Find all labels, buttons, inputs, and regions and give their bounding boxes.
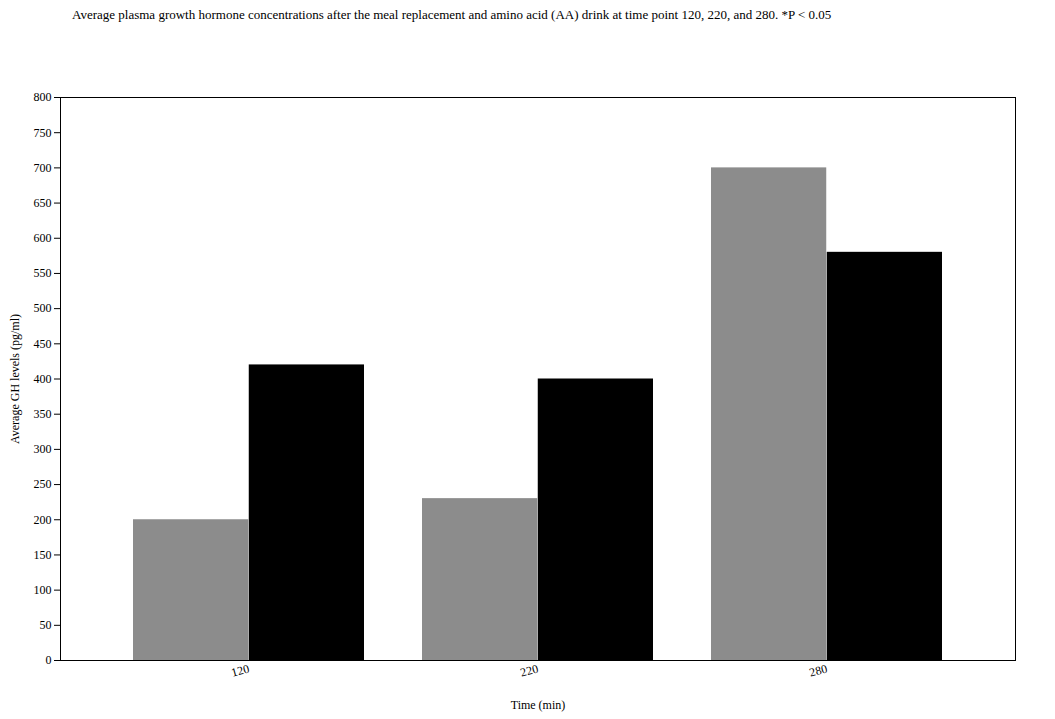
- svg-text:Time (min): Time (min): [511, 698, 566, 712]
- svg-text:280: 280: [808, 662, 829, 680]
- svg-text:Average GH levels (pg/ml): Average GH levels (pg/ml): [8, 314, 22, 444]
- svg-text:350: 350: [34, 407, 52, 421]
- svg-text:800: 800: [34, 90, 52, 104]
- svg-text:700: 700: [34, 161, 52, 175]
- svg-text:200: 200: [34, 513, 52, 527]
- svg-text:120: 120: [230, 662, 251, 680]
- svg-text:150: 150: [34, 548, 52, 562]
- svg-text:450: 450: [34, 337, 52, 351]
- svg-text:220: 220: [519, 662, 540, 680]
- svg-text:550: 550: [34, 266, 52, 280]
- svg-text:400: 400: [34, 372, 52, 386]
- svg-text:100: 100: [34, 583, 52, 597]
- svg-text:500: 500: [34, 301, 52, 315]
- html-text:Average plasma growth hormone: Average plasma growth hormone concentrat…: [72, 7, 832, 22]
- svg-text:250: 250: [34, 477, 52, 491]
- svg-text:650: 650: [34, 196, 52, 210]
- svg-text:0: 0: [46, 653, 52, 667]
- svg-text:300: 300: [34, 442, 52, 456]
- svg-text:50: 50: [40, 618, 52, 632]
- svg-text:600: 600: [34, 231, 52, 245]
- svg-text:750: 750: [34, 126, 52, 140]
